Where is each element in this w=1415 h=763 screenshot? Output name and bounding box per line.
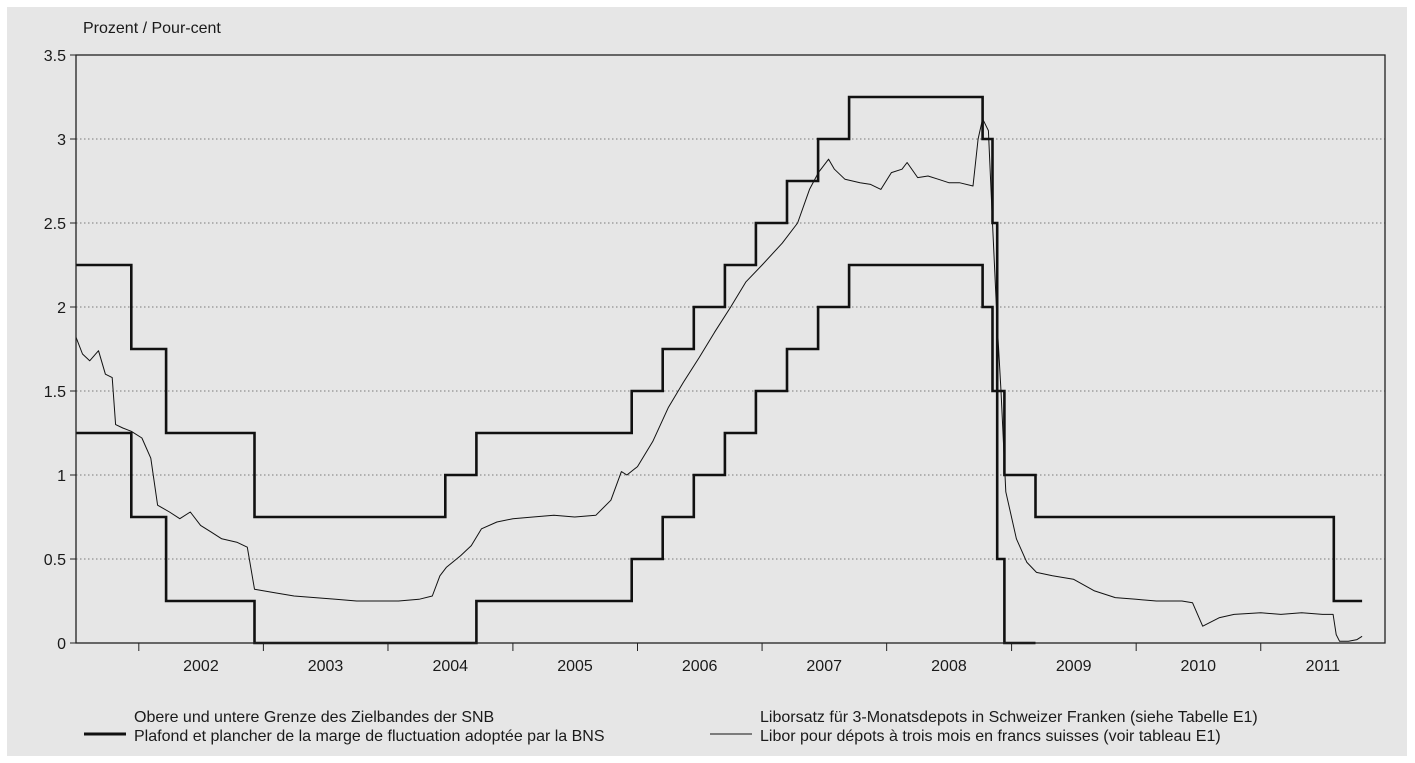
libor-line (75, 118, 1363, 642)
x-tick-label: 2004 (432, 658, 468, 675)
x-tick-label: 2009 (1056, 658, 1092, 675)
x-tick-label: 2002 (183, 658, 219, 675)
gridlines (76, 138, 1385, 560)
y-tick-label: 0 (57, 636, 66, 653)
target-band-lower-line (76, 263, 1036, 645)
y-tick-label: 0.5 (44, 552, 66, 569)
y-tick-label: 1 (57, 468, 66, 485)
x-tick-label: 2010 (1180, 658, 1216, 675)
legend: Obere und untere Grenze des Zielbandes d… (84, 709, 1258, 745)
target-band-upper-line (76, 95, 1363, 603)
y-axis: 0 0.5 1 1.5 2 2.5 3 3.5 (44, 48, 76, 653)
x-tick-label: 2011 (1306, 658, 1341, 675)
x-tick-label: 2008 (931, 658, 967, 675)
y-tick-label: 3 (57, 132, 66, 149)
x-tick-label: 2003 (308, 658, 344, 675)
legend-libor-label-fr: Libor pour dépots à trois mois en francs… (760, 728, 1221, 745)
x-tick-label: 2006 (682, 658, 718, 675)
legend-libor-label-de: Liborsatz für 3-Monatsdepots in Schweize… (760, 709, 1258, 726)
y-tick-label: 1.5 (44, 384, 66, 401)
y-tick-label: 3.5 (44, 48, 66, 65)
chart-panel: Prozent / Pour-cent 0 0.5 1 1.5 2 2.5 3 3.5 200… (7, 7, 1407, 756)
series-group (75, 95, 1363, 645)
x-tick-label: 2007 (806, 658, 842, 675)
x-tick-label: 2005 (557, 658, 593, 675)
legend-band-label-de: Obere und untere Grenze des Zielbandes d… (134, 709, 494, 726)
y-axis-label: Prozent / Pour-cent (83, 20, 221, 37)
x-axis: 2002 2003 2004 2005 2006 2007 2008 2009 2010 2011 (138, 643, 1341, 675)
plot-frame (75, 54, 1386, 644)
y-tick-label: 2 (57, 300, 66, 317)
y-tick-label: 2.5 (44, 216, 66, 233)
legend-band-label-fr: Plafond et plancher de la marge de fluct… (134, 728, 605, 745)
chart-canvas: Prozent / Pour-cent 0 0.5 1 1.5 2 2.5 3 3.5 200… (44, 20, 1386, 745)
